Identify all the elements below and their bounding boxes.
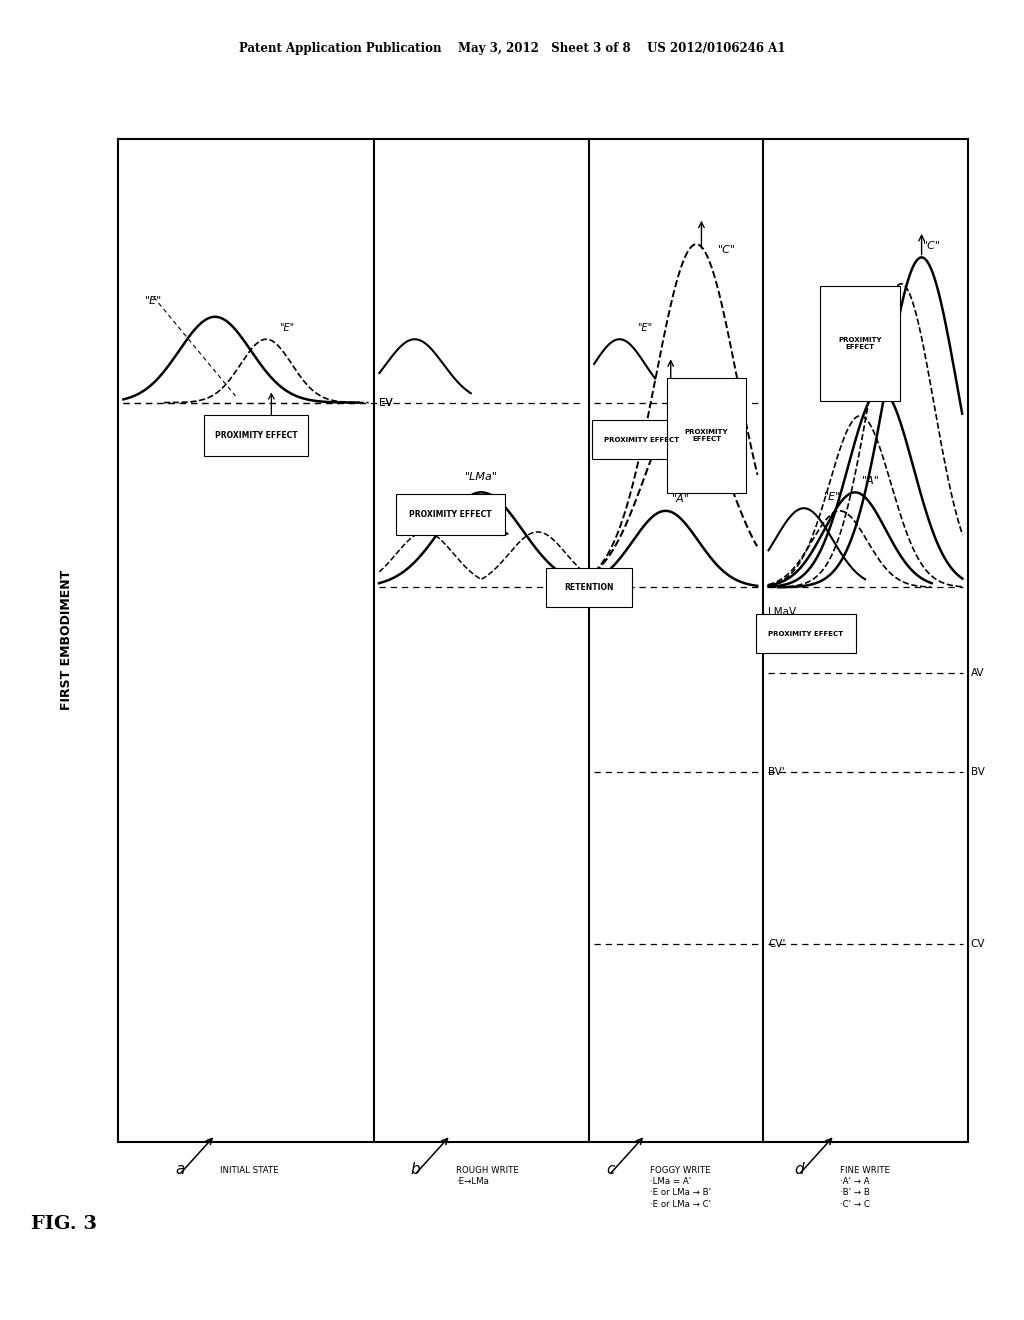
Text: "B": "B" — [882, 372, 900, 383]
Text: LMaV: LMaV — [594, 582, 622, 593]
Text: "E": "E" — [824, 491, 841, 502]
Text: "LMa": "LMa" — [465, 471, 498, 482]
Text: PROXIMITY
EFFECT: PROXIMITY EFFECT — [685, 429, 728, 442]
Text: "A": "A" — [861, 475, 880, 486]
Text: RETENTION: RETENTION — [564, 583, 613, 591]
Text: c: c — [606, 1162, 614, 1176]
Text: BV': BV' — [768, 767, 784, 777]
Text: "E": "E" — [280, 322, 294, 333]
Text: LMaV: LMaV — [594, 582, 622, 593]
Text: LMaV: LMaV — [768, 607, 796, 618]
Text: b: b — [411, 1162, 420, 1176]
Text: FIRST EMBODIMENT: FIRST EMBODIMENT — [60, 570, 73, 710]
Text: CV': CV' — [768, 939, 785, 949]
Text: INITIAL STATE: INITIAL STATE — [220, 1166, 279, 1175]
Text: PROXIMITY
EFFECT: PROXIMITY EFFECT — [839, 337, 882, 350]
Text: FIG. 3: FIG. 3 — [31, 1214, 96, 1233]
Text: a: a — [175, 1162, 184, 1176]
FancyBboxPatch shape — [396, 494, 505, 535]
Text: AV: AV — [971, 668, 984, 678]
Text: FINE WRITE
·A' → A
·B' → B
·C' → C: FINE WRITE ·A' → A ·B' → B ·C' → C — [840, 1166, 890, 1209]
Text: PROXIMITY EFFECT: PROXIMITY EFFECT — [410, 511, 492, 519]
Text: "B": "B" — [690, 403, 709, 413]
FancyBboxPatch shape — [820, 286, 900, 401]
Text: ROUGH WRITE
·E→LMa: ROUGH WRITE ·E→LMa — [456, 1166, 518, 1185]
FancyBboxPatch shape — [756, 614, 856, 653]
Text: d: d — [795, 1162, 804, 1176]
Text: "E": "E" — [638, 322, 652, 333]
Text: PROXIMITY EFFECT: PROXIMITY EFFECT — [768, 631, 844, 636]
Text: EV: EV — [379, 397, 392, 408]
Text: BV: BV — [971, 767, 985, 777]
Text: "E": "E" — [428, 516, 442, 527]
FancyBboxPatch shape — [667, 378, 746, 492]
Text: Patent Application Publication    May 3, 2012   Sheet 3 of 8    US 2012/0106246 : Patent Application Publication May 3, 20… — [239, 42, 785, 55]
FancyBboxPatch shape — [592, 420, 692, 459]
Text: "A": "A" — [672, 494, 690, 504]
Text: "E": "E" — [145, 296, 162, 306]
Text: EV: EV — [379, 397, 392, 408]
Text: CV: CV — [971, 939, 985, 949]
Text: "C": "C" — [718, 244, 736, 255]
Text: FOGGY WRITE
·LMa = A'
·E or LMa → B'
·E or LMa → C': FOGGY WRITE ·LMa = A' ·E or LMa → B' ·E … — [650, 1166, 712, 1209]
FancyBboxPatch shape — [205, 414, 307, 457]
Text: PROXIMITY EFFECT: PROXIMITY EFFECT — [215, 432, 297, 440]
Text: PROXIMITY EFFECT: PROXIMITY EFFECT — [604, 437, 680, 442]
FancyBboxPatch shape — [546, 568, 632, 607]
Text: "C": "C" — [923, 240, 941, 251]
